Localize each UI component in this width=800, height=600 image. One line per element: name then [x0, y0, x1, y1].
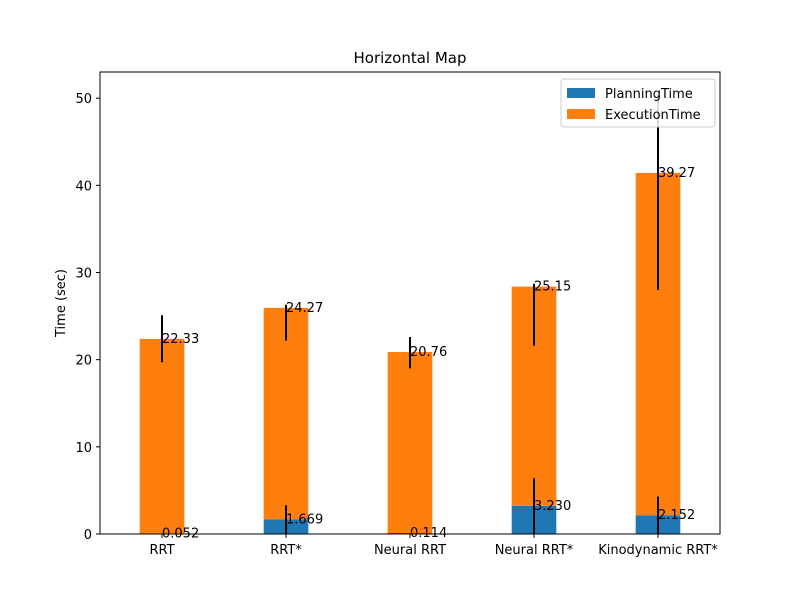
- chart-title: Horizontal Map: [353, 49, 466, 67]
- y-tick-label-0: 0: [84, 528, 92, 543]
- legend-swatch-ExecutionTime: [567, 109, 595, 119]
- x-tick-label-1: RRT*: [270, 543, 302, 558]
- data-label-ExecutionTime-3: 25.15: [534, 280, 571, 295]
- data-label-ExecutionTime-1: 24.27: [286, 301, 323, 316]
- data-label-ExecutionTime-4: 39.27: [658, 166, 695, 181]
- legend-swatch-PlanningTime: [567, 88, 595, 98]
- data-labels-layer: 0.0521.6690.1143.2302.15222.3324.2720.76…: [162, 166, 695, 542]
- data-label-ExecutionTime-0: 22.33: [162, 332, 199, 347]
- x-tick-label-4: Kinodynamic RRT*: [598, 543, 718, 558]
- y-tick-label-20: 20: [75, 354, 92, 369]
- bar-ExecutionTime-2: [387, 352, 433, 534]
- data-label-PlanningTime-1: 1.669: [286, 512, 323, 527]
- x-tick-label-3: Neural RRT*: [495, 543, 574, 558]
- y-tick-label-40: 40: [75, 179, 92, 194]
- bar-ExecutionTime-0: [139, 338, 185, 534]
- bars-layer: [139, 172, 681, 534]
- legend-label-PlanningTime: PlanningTime: [605, 87, 693, 102]
- y-tick-label-30: 30: [75, 266, 92, 281]
- axes-layer: 0 10 20 30 40 50 RRT RRT* Neural RRT Neural RRT* K…: [75, 71, 721, 558]
- legend-box: [560, 78, 716, 128]
- legend-label-ExecutionTime: ExecutionTime: [605, 108, 701, 123]
- x-tick-label-0: RRT: [149, 543, 174, 558]
- legend: PlanningTime ExecutionTime: [560, 78, 716, 128]
- bar-ExecutionTime-1: [263, 307, 309, 520]
- y-axis-label: Time (sec): [54, 269, 69, 338]
- data-label-ExecutionTime-2: 20.76: [410, 345, 447, 360]
- data-label-PlanningTime-3: 3.230: [534, 499, 571, 514]
- data-label-PlanningTime-4: 2.152: [658, 508, 695, 523]
- x-tick-label-2: Neural RRT: [374, 543, 446, 558]
- y-tick-label-10: 10: [75, 441, 92, 456]
- y-tick-label-50: 50: [75, 92, 92, 107]
